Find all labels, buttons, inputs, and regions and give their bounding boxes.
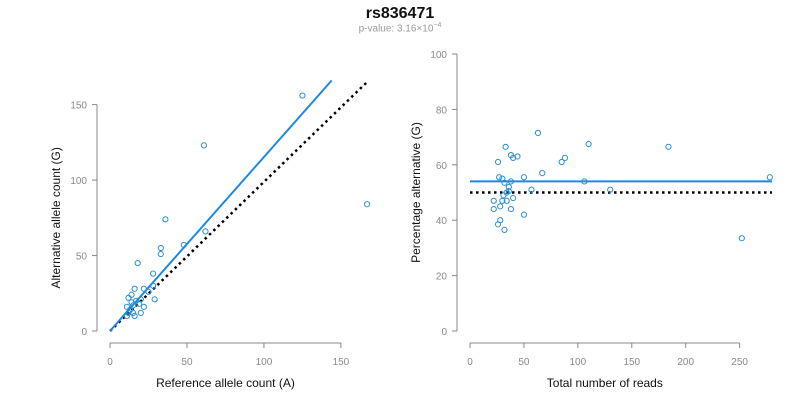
right-data-point	[505, 188, 512, 195]
right-data-point	[496, 174, 503, 181]
right-data-point	[494, 221, 502, 228]
right-data-point	[503, 197, 510, 204]
right-x-tick-label: 100	[570, 357, 587, 368]
right-y-axis-title: Percentage alternative (G)	[409, 122, 423, 263]
left-data-point	[202, 228, 209, 235]
left-data-point	[131, 285, 138, 292]
right-x-tick-label: 200	[677, 357, 694, 368]
left-data-point	[363, 201, 371, 208]
right-data-point	[520, 211, 528, 218]
right-data-point	[497, 203, 504, 210]
right-y-tick-label: 0	[441, 327, 447, 338]
right-data-point	[539, 170, 546, 177]
right-scatter-panel: 0 50 100 150 200 250 0 20 40 60 80 100 Total number …	[409, 50, 773, 390]
right-data-point	[505, 183, 512, 191]
left-x-tick-label: 50	[181, 357, 193, 368]
right-data-point	[501, 226, 508, 233]
left-data-point	[131, 312, 138, 320]
left-data-point	[150, 270, 157, 277]
right-x-tick-label: 150	[623, 357, 640, 368]
left-data-point	[151, 296, 158, 303]
right-data-point	[499, 197, 506, 204]
left-y-tick-label: 100	[70, 176, 87, 187]
right-data-point	[502, 143, 509, 150]
left-data-point	[157, 244, 164, 252]
left-data-point	[134, 259, 141, 267]
left-y-tick-label: 0	[81, 327, 87, 338]
right-data-point	[585, 140, 592, 148]
right-data-point	[490, 206, 497, 213]
right-data-point	[561, 154, 569, 161]
right-x-tick-label: 50	[518, 357, 530, 368]
left-x-tick-label: 0	[107, 357, 113, 368]
left-data-point	[299, 92, 306, 99]
left-fit-line	[109, 79, 333, 332]
right-data-point	[507, 152, 515, 159]
left-data-point	[129, 302, 137, 309]
left-scatter-panel: 0 50 100 150 0 50 100 150 Reference allele count…	[49, 79, 371, 390]
right-y-tick-label: 80	[436, 105, 448, 116]
left-data-point	[136, 300, 143, 307]
chart-title: rs836471	[365, 5, 435, 22]
p-value-text: p-value: 3.16×10	[358, 23, 434, 35]
right-data-point	[766, 174, 773, 181]
right-x-tick-label: 0	[467, 357, 473, 368]
left-data-point	[128, 291, 135, 298]
right-data-point	[500, 192, 507, 199]
right-x-axis-title: Total number of reads	[547, 376, 663, 390]
left-data-point	[129, 309, 137, 316]
right-data-point	[607, 186, 614, 193]
right-data-point	[534, 129, 542, 137]
right-x-tick-label: 250	[731, 357, 748, 368]
left-x-axis-title: Reference allele count (A)	[156, 376, 295, 390]
left-data-point	[157, 250, 164, 258]
right-data-point	[490, 197, 497, 204]
right-y-tick-label: 20	[436, 272, 448, 283]
right-data-point	[507, 206, 515, 213]
right-data-point	[558, 158, 565, 166]
right-data-point	[510, 194, 517, 202]
right-data-point	[528, 186, 535, 193]
left-x-tick-label: 100	[256, 357, 273, 368]
left-y-axis-title: Alternative allele count (G)	[49, 147, 63, 288]
left-y-tick-label: 150	[70, 101, 87, 112]
left-y-tick-label: 50	[76, 252, 88, 263]
right-y-tick-label: 100	[430, 50, 447, 61]
chart-subtitle: p-value: 3.16×10−4	[0, 22, 800, 34]
right-data-point	[520, 174, 528, 181]
right-y-tick-label: 60	[436, 161, 448, 172]
p-value-exponent: −4	[433, 22, 442, 29]
left-data-point	[137, 309, 144, 316]
right-data-point	[665, 143, 672, 150]
left-reference-line	[109, 81, 368, 332]
left-x-tick-label: 150	[333, 357, 350, 368]
left-data-point	[162, 216, 169, 223]
right-y-tick-label: 40	[436, 216, 448, 227]
right-data-point	[494, 158, 502, 166]
left-data-point	[200, 142, 208, 149]
right-data-point	[514, 153, 521, 160]
left-data-point	[140, 303, 147, 310]
left-data-point	[125, 294, 132, 301]
right-data-point	[738, 235, 745, 242]
